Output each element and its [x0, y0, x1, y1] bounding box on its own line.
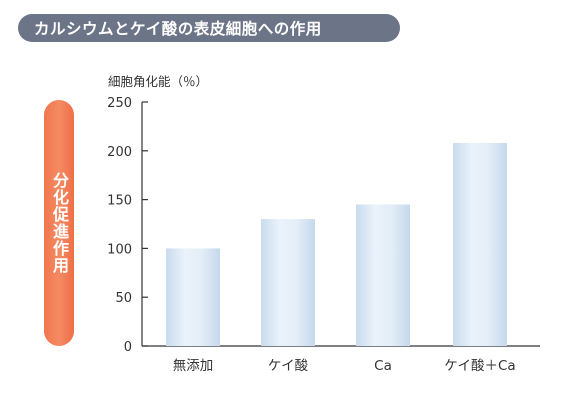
bar: [453, 142, 507, 346]
side-label-banner: 分化促進作用: [44, 100, 74, 346]
x-category-label: ケイ酸: [268, 358, 309, 374]
title-banner: カルシウムとケイ酸の表皮細胞への作用: [18, 14, 400, 42]
x-category-label: 無添加: [173, 358, 214, 374]
bar: [261, 219, 315, 346]
x-category-label: Ca: [374, 358, 392, 374]
bar: [166, 248, 220, 346]
bar: [356, 204, 410, 346]
y-tick-label: 150: [107, 194, 132, 209]
y-tick-label: 200: [107, 145, 132, 160]
y-tick-label: 0: [124, 340, 132, 355]
y-tick-label: 250: [107, 96, 132, 111]
y-axis-label: 細胞角化能（％）: [108, 74, 208, 89]
chart-title: カルシウムとケイ酸の表皮細胞への作用: [34, 20, 322, 38]
y-tick-label: 50: [115, 291, 132, 306]
y-tick-label: 100: [107, 242, 132, 257]
x-category-label: ケイ酸＋Ca: [444, 358, 515, 374]
side-label-text: 分化促進作用: [50, 172, 69, 274]
